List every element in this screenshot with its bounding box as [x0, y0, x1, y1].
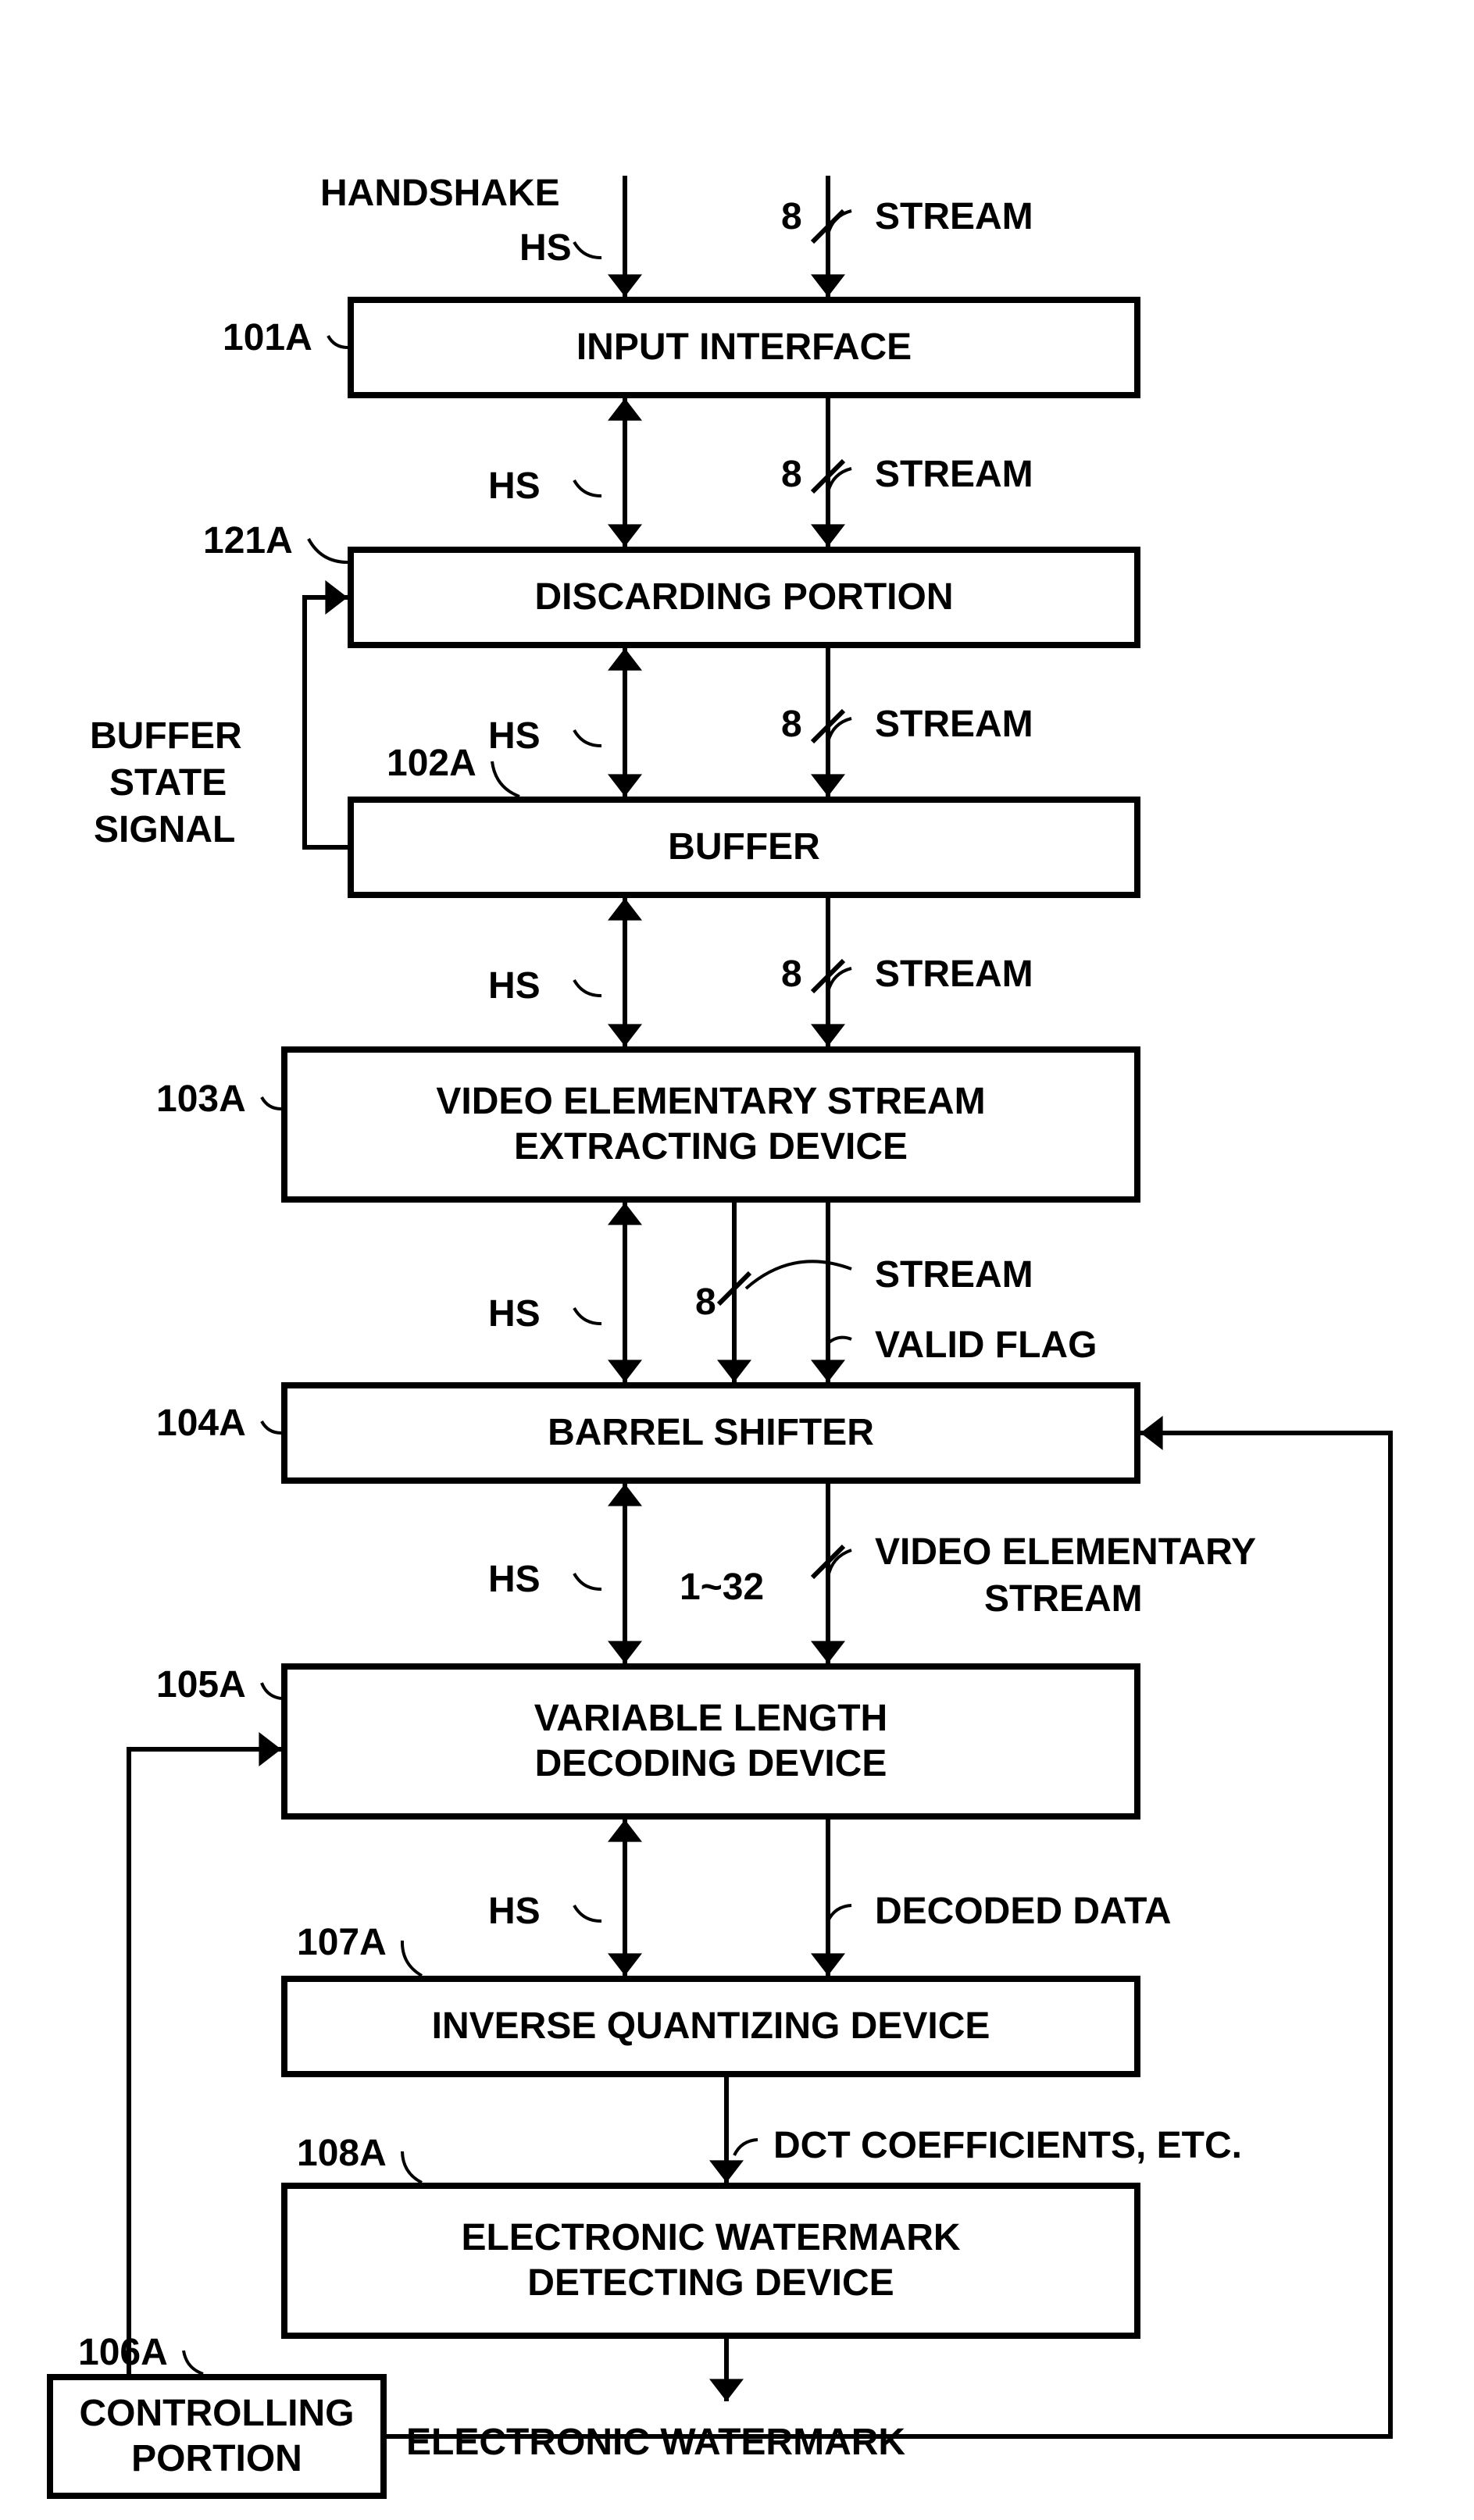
- text-label: HS: [488, 1292, 541, 1335]
- ref-label: 103A: [156, 1078, 246, 1121]
- node-n101a: INPUT INTERFACE: [348, 297, 1140, 398]
- text-label: HS: [488, 465, 541, 508]
- text-label: 8: [695, 1281, 716, 1324]
- text-label: ELECTRONIC WATERMARK: [406, 2421, 905, 2464]
- ref-label: 108A: [297, 2132, 387, 2175]
- node-n121a: DISCARDING PORTION: [348, 547, 1140, 648]
- text-label: STREAM: [875, 703, 1033, 746]
- text-label: STATE: [109, 761, 227, 804]
- node-n107a: INVERSE QUANTIZING DEVICE: [281, 1976, 1140, 2077]
- text-label: STREAM: [875, 195, 1033, 238]
- node-n103a: VIDEO ELEMENTARY STREAMEXTRACTING DEVICE: [281, 1046, 1140, 1203]
- text-label: STREAM: [875, 953, 1033, 996]
- text-label: VIDEO ELEMENTARY: [875, 1531, 1256, 1574]
- diagram-canvas: INPUT INTERFACE DISCARDING PORTION BUFFER V…: [0, 0, 1474, 2520]
- text-label: HS: [488, 964, 541, 1007]
- text-label: STREAM: [984, 1577, 1143, 1620]
- ref-label: 104A: [156, 1402, 246, 1445]
- ref-label: 121A: [203, 519, 293, 562]
- text-label: HS: [488, 1890, 541, 1933]
- ref-label: 105A: [156, 1663, 246, 1706]
- node-n108a: ELECTRONIC WATERMARKDETECTING DEVICE: [281, 2183, 1140, 2339]
- text-label: 8: [781, 195, 802, 238]
- text-label: STREAM: [875, 453, 1033, 496]
- ref-label: 102A: [387, 742, 476, 785]
- text-label: HS: [488, 1558, 541, 1601]
- node-n106a: CONTROLLINGPORTION: [47, 2374, 387, 2499]
- text-label: 8: [781, 953, 802, 996]
- text-label: SIGNAL: [94, 808, 235, 851]
- text-label: BUFFER: [90, 715, 242, 757]
- text-label: DECODED DATA: [875, 1890, 1172, 1933]
- text-label: VALID FLAG: [875, 1324, 1097, 1367]
- ref-label: 101A: [223, 316, 312, 359]
- text-label: 1~32: [680, 1566, 764, 1609]
- text-label: DCT COEFFICIENTS, ETC.: [773, 2124, 1242, 2167]
- text-label: 8: [781, 453, 802, 496]
- text-label: 8: [781, 703, 802, 746]
- node-n102a: BUFFER: [348, 797, 1140, 898]
- ref-label: 106A: [78, 2331, 168, 2374]
- text-label: HS: [488, 715, 541, 757]
- node-n104a: BARREL SHIFTER: [281, 1382, 1140, 1484]
- ref-label: 107A: [297, 1921, 387, 1964]
- node-n105a: VARIABLE LENGTHDECODING DEVICE: [281, 1663, 1140, 1820]
- text-label: HANDSHAKE: [320, 172, 560, 215]
- text-label: STREAM: [875, 1253, 1033, 1296]
- text-label: HS: [519, 226, 572, 269]
